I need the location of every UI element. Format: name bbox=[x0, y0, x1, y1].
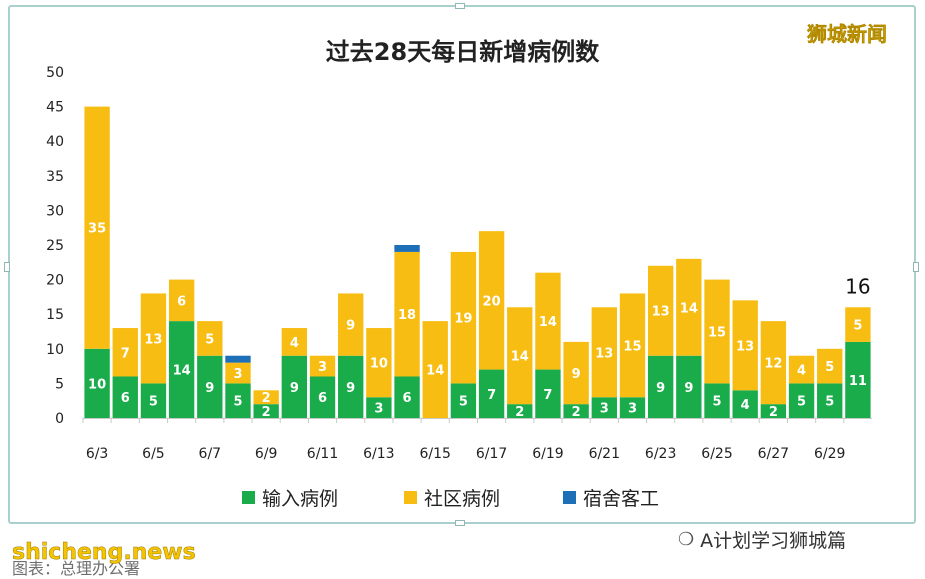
bar-value-label: 5 bbox=[825, 395, 834, 410]
bar-value-label: 7 bbox=[543, 388, 552, 403]
bar-value-label: 9 bbox=[572, 367, 581, 382]
bar-value-label: 2 bbox=[262, 405, 271, 420]
bar-value-label: 2 bbox=[515, 405, 524, 420]
bar-value-label: 4 bbox=[741, 398, 750, 413]
wechat-account-name: A计划学习狮城篇 bbox=[700, 526, 846, 553]
wechat-icon: ❍ bbox=[678, 529, 694, 550]
bar-value-label: 9 bbox=[346, 381, 355, 396]
bar-value-label: 14 bbox=[539, 315, 557, 330]
bar-value-label: 2 bbox=[262, 391, 271, 406]
bar-value-label: 3 bbox=[628, 402, 637, 417]
legend-label-dormitory: 宿舍客工 bbox=[583, 484, 659, 511]
bar-value-label: 15 bbox=[708, 326, 726, 341]
bar-value-label: 19 bbox=[454, 312, 472, 327]
legend-item-dormitory: 宿舍客工 bbox=[563, 484, 659, 511]
x-tick-label: 6/17 bbox=[476, 446, 507, 462]
bar-value-label: 3 bbox=[233, 367, 242, 382]
total-annotation-label: 16 bbox=[845, 274, 870, 298]
bar-value-label: 15 bbox=[623, 339, 641, 354]
x-tick-label: 6/5 bbox=[142, 446, 165, 462]
bar-value-label: 9 bbox=[684, 381, 693, 396]
bar-value-label: 6 bbox=[121, 391, 130, 406]
bar-value-label: 3 bbox=[318, 360, 327, 375]
bar-value-label: 3 bbox=[374, 402, 383, 417]
bar-value-label: 5 bbox=[205, 332, 214, 347]
x-tick-label: 6/9 bbox=[255, 446, 278, 462]
y-tick-label: 5 bbox=[55, 376, 64, 392]
y-tick-label: 20 bbox=[46, 273, 64, 289]
bar-value-label: 5 bbox=[797, 395, 806, 410]
x-tick-label: 6/3 bbox=[86, 446, 109, 462]
y-tick-label: 15 bbox=[46, 307, 64, 323]
legend-swatch-dormitory bbox=[563, 491, 576, 504]
bar-value-label: 10 bbox=[88, 377, 106, 392]
bar-value-label: 14 bbox=[426, 364, 444, 379]
bar-value-label: 5 bbox=[853, 319, 862, 334]
bar-value-label: 2 bbox=[769, 405, 778, 420]
bar-value-label: 20 bbox=[483, 294, 501, 309]
y-tick-label: 30 bbox=[46, 203, 64, 219]
bar-value-label: 5 bbox=[825, 360, 834, 375]
y-tick-label: 0 bbox=[55, 411, 64, 427]
bar-value-label: 6 bbox=[318, 391, 327, 406]
legend-item-imported: 输入病例 bbox=[242, 484, 338, 511]
x-tick-label: 6/25 bbox=[701, 446, 732, 462]
y-tick-label: 25 bbox=[46, 238, 64, 254]
bar-value-label: 11 bbox=[849, 374, 867, 389]
bar-value-label: 5 bbox=[233, 395, 242, 410]
legend-swatch-community bbox=[404, 491, 417, 504]
bar-value-label: 2 bbox=[572, 405, 581, 420]
x-tick-label: 6/27 bbox=[758, 446, 789, 462]
y-tick-label: 10 bbox=[46, 342, 64, 358]
x-tick-label: 6/11 bbox=[307, 446, 338, 462]
bar-value-label: 6 bbox=[403, 391, 412, 406]
bar-value-label: 35 bbox=[88, 222, 106, 237]
bar-value-label: 9 bbox=[656, 381, 665, 396]
bar-value-label: 9 bbox=[290, 381, 299, 396]
bar-value-label: 13 bbox=[736, 339, 754, 354]
bar-value-label: 13 bbox=[652, 305, 670, 320]
bar-value-label: 9 bbox=[205, 381, 214, 396]
bar-value-label: 3 bbox=[600, 402, 609, 417]
x-tick-label: 6/21 bbox=[589, 446, 620, 462]
bar-value-label: 14 bbox=[511, 350, 529, 365]
bar-value-label: 5 bbox=[712, 395, 721, 410]
bar-value-label: 12 bbox=[764, 357, 782, 372]
bar-value-label: 10 bbox=[370, 357, 388, 372]
y-tick-label: 40 bbox=[46, 134, 64, 150]
bar-segment-dormitory bbox=[394, 245, 419, 252]
x-tick-label: 6/15 bbox=[420, 446, 451, 462]
legend-label-imported: 输入病例 bbox=[262, 484, 338, 511]
legend-label-community: 社区病例 bbox=[424, 484, 500, 511]
y-tick-label: 45 bbox=[46, 100, 64, 116]
bar-value-label: 13 bbox=[595, 346, 613, 361]
bar-value-label: 4 bbox=[797, 364, 806, 379]
bar-value-label: 13 bbox=[144, 332, 162, 347]
y-tick-label: 35 bbox=[46, 169, 64, 185]
bar-value-label: 18 bbox=[398, 308, 416, 323]
bar-value-label: 7 bbox=[487, 388, 496, 403]
bar-value-label: 4 bbox=[290, 336, 299, 351]
x-tick-label: 6/23 bbox=[645, 446, 676, 462]
bar-value-label: 14 bbox=[173, 364, 191, 379]
x-tick-label: 6/19 bbox=[532, 446, 563, 462]
bar-value-label: 9 bbox=[346, 319, 355, 334]
wechat-watermark: ❍ A计划学习狮城篇 bbox=[678, 526, 846, 553]
legend-swatch-imported bbox=[242, 491, 255, 504]
bar-segment-dormitory bbox=[225, 356, 250, 363]
bar-value-label: 5 bbox=[149, 395, 158, 410]
x-tick-label: 6/7 bbox=[199, 446, 222, 462]
site-watermark: shicheng.news bbox=[12, 540, 196, 565]
y-tick-label: 50 bbox=[46, 65, 64, 81]
bar-value-label: 7 bbox=[121, 346, 130, 361]
x-tick-label: 6/13 bbox=[363, 446, 394, 462]
legend-item-community: 社区病例 bbox=[404, 484, 500, 511]
bar-value-label: 5 bbox=[459, 395, 468, 410]
x-tick-label: 6/29 bbox=[814, 446, 845, 462]
bar-value-label: 6 bbox=[177, 294, 186, 309]
bar-value-label: 14 bbox=[680, 301, 698, 316]
